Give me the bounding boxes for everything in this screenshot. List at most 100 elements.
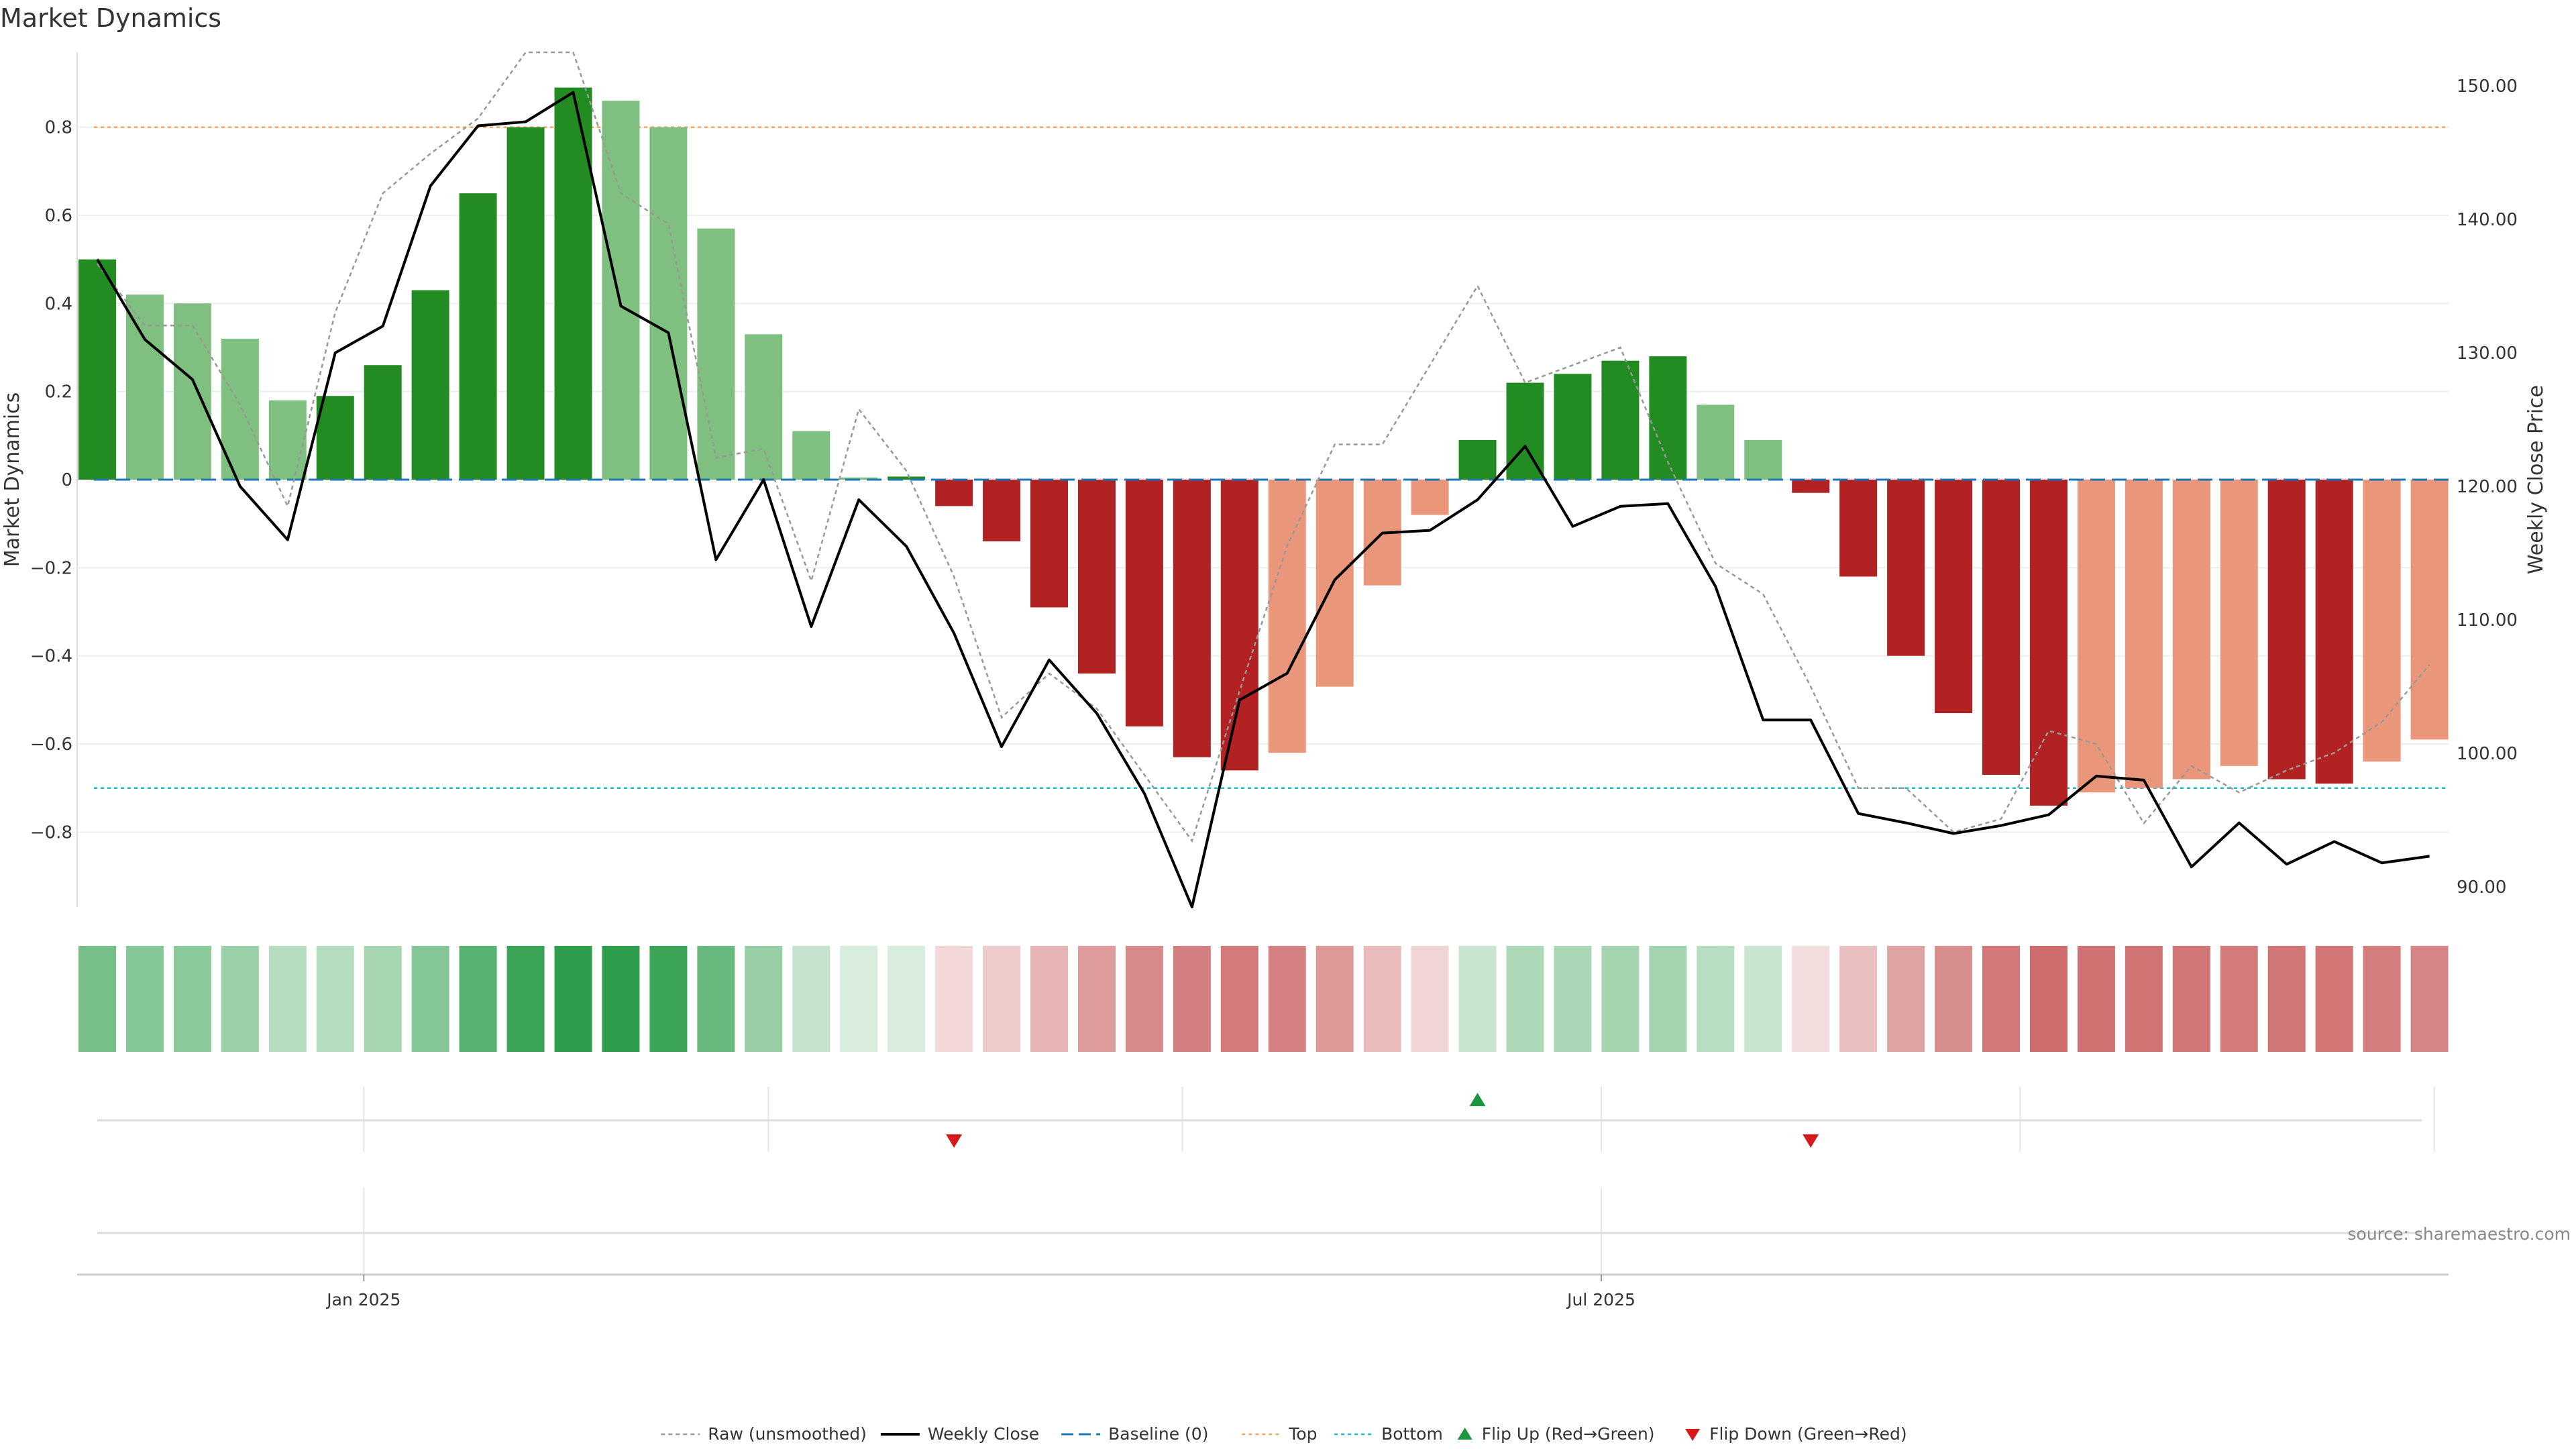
heat-cell [2172, 946, 2210, 1052]
dynamics-bar [173, 303, 211, 480]
left-tick-label: 0.4 [45, 294, 72, 314]
dynamics-bar [888, 476, 926, 480]
heat-cell [364, 946, 402, 1052]
heat-cell [840, 946, 878, 1052]
left-tick-label: 0.6 [45, 206, 72, 226]
dynamics-bar [935, 480, 973, 506]
dynamics-bar [840, 477, 878, 480]
heat-cell [1363, 946, 1401, 1052]
legend-label: Bottom [1381, 1424, 1443, 1444]
legend-label: Weekly Close [928, 1424, 1039, 1444]
heat-cell [1125, 946, 1163, 1052]
dynamics-bar [649, 127, 688, 480]
heat-cell [1601, 946, 1640, 1052]
heat-cell [316, 946, 354, 1052]
right-tick-label: 130.00 [2457, 343, 2518, 364]
dynamics-bar [459, 193, 497, 480]
heat-cell [2125, 946, 2163, 1052]
left-tick-label: −0.8 [30, 822, 72, 843]
dynamics-bar [1697, 405, 1735, 480]
heat-cell [2315, 946, 2353, 1052]
right-tick-label: 140.00 [2457, 210, 2518, 230]
dynamics-bar [2220, 480, 2258, 766]
dynamics-bar [1411, 480, 1449, 515]
dynamics-bar [1601, 360, 1640, 480]
legend-label: Top [1288, 1424, 1317, 1444]
dynamics-bar [1173, 480, 1211, 757]
dynamics-bar [2267, 480, 2306, 780]
dynamics-bar [1982, 480, 2020, 775]
dynamics-bar [697, 228, 735, 480]
heat-cell [506, 946, 545, 1052]
heat-cell [459, 946, 497, 1052]
right-tick-label: 90.00 [2457, 877, 2506, 898]
heat-cell [268, 946, 307, 1052]
heat-cell [1744, 946, 1782, 1052]
flip-down-marker [946, 1134, 963, 1148]
legend-item-bottom: Bottom [1334, 1424, 1443, 1444]
heat-cell [1554, 946, 1592, 1052]
right-tick-label: 120.00 [2457, 477, 2518, 497]
heat-cell [697, 946, 735, 1052]
dynamics-bar [78, 259, 116, 480]
dynamics-bar [2077, 480, 2115, 793]
dynamics-bar [1220, 480, 1258, 771]
heat-cell [649, 946, 688, 1052]
right-tick-label: 100.00 [2457, 744, 2518, 764]
heat-cell [2077, 946, 2115, 1052]
dynamics-bar [1554, 374, 1592, 480]
legend-item-flipdown: Flip Down (Green→Red) [1685, 1424, 1907, 1444]
legend-label: Raw (unsmoothed) [708, 1424, 867, 1444]
heat-cell [1697, 946, 1735, 1052]
heat-strip-panel [78, 946, 2449, 1052]
right-tick-label: 150.00 [2457, 76, 2518, 97]
left-tick-label: −0.2 [30, 558, 72, 578]
heat-cell [602, 946, 640, 1052]
time-axis-panel: Jan 2025 Jul 2025 [77, 1187, 2449, 1309]
heat-cell [125, 946, 164, 1052]
main-panel: −0.8 −0.6 −0.4 −0.2 0 0.2 0.4 0.6 0.8 Market Dyna… [1, 51, 2548, 908]
dynamics-bar [411, 290, 449, 480]
dynamics-bar [506, 127, 545, 480]
heat-cell [1887, 946, 1925, 1052]
heat-cell [411, 946, 449, 1052]
legend-swatch-flip-up [1457, 1428, 1472, 1440]
heat-cell [2220, 946, 2258, 1052]
heat-cell [2029, 946, 2068, 1052]
raw-unsmoothed-line [97, 51, 2430, 843]
heat-cell [792, 946, 830, 1052]
heat-cell [1839, 946, 1878, 1052]
heat-cell [173, 946, 211, 1052]
dynamics-bar [1792, 480, 1830, 493]
heat-cell [2267, 946, 2306, 1052]
dynamics-bar [1506, 382, 1544, 480]
dynamics-bar [2172, 480, 2210, 780]
heat-cell [1982, 946, 2020, 1052]
dynamics-bar [745, 334, 783, 480]
dynamics-bar [2363, 480, 2401, 762]
heat-cell [78, 946, 116, 1052]
dynamics-bar [316, 396, 354, 480]
dynamics-bar [1316, 480, 1354, 687]
dynamics-bar [1744, 439, 1782, 480]
legend-item-baseline: Baseline (0) [1061, 1424, 1208, 1444]
dynamics-bar [1125, 480, 1163, 727]
heat-cell [1268, 946, 1306, 1052]
flip-markers-panel [97, 1087, 2435, 1152]
dynamics-bar [2315, 480, 2353, 784]
legend-item-close: Weekly Close [880, 1424, 1039, 1444]
dynamics-bar [983, 480, 1021, 541]
dynamics-bar [792, 431, 830, 480]
heat-cell [983, 946, 1021, 1052]
chart-title: Market Dynamics [0, 3, 221, 33]
heat-cell [1458, 946, 1497, 1052]
legend-item-top: Top [1242, 1424, 1317, 1444]
legend-swatch-flip-down [1685, 1429, 1701, 1441]
dynamics-bar [1839, 480, 1878, 577]
dynamics-bar [1935, 480, 1973, 714]
heat-cell [1506, 946, 1544, 1052]
dynamics-bar [364, 365, 402, 480]
dynamics-bar [2125, 480, 2163, 788]
legend-label: Flip Down (Green→Red) [1709, 1424, 1907, 1444]
